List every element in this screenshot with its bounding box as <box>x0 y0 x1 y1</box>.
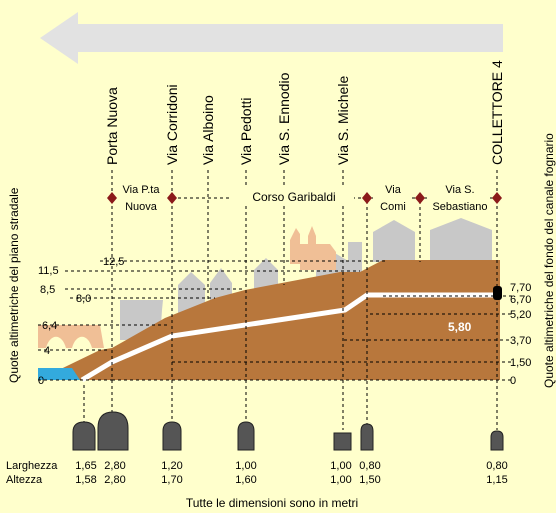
left-tick: 12,5 <box>103 256 124 268</box>
left-level-lines <box>38 260 388 381</box>
right-axis-ticks: 0 1,50 3,70 5,20 6,70 7,70 <box>510 282 531 387</box>
location-labels: Porta Nuova Via Corridoni Via Alboino Vi… <box>104 60 505 165</box>
marker-diamond-icon <box>492 192 502 204</box>
building <box>430 218 492 262</box>
dim-width: 2,80 <box>104 460 125 472</box>
right-tick: 7,70 <box>510 282 531 294</box>
right-tick: 1,50 <box>510 357 531 369</box>
dim-width: 1,00 <box>235 460 256 472</box>
bridge-silhouette <box>38 325 104 348</box>
dim-height: 1,70 <box>161 474 182 486</box>
marker-diamond-icon <box>362 192 372 204</box>
right-tick: 3,70 <box>510 335 531 347</box>
dim-height: 1,58 <box>75 474 96 486</box>
street-band: Via P.ta Nuova Corso Garibaldi Via Comi … <box>107 182 502 214</box>
culvert-section-icon <box>97 411 129 451</box>
dim-height: 1,15 <box>486 474 507 486</box>
dim-width: 1,20 <box>161 460 182 472</box>
left-arrow-icon <box>40 12 503 64</box>
footer-note: Tutte le dimensioni sono in metri <box>186 496 358 510</box>
left-axis-title: Quote altimetriche del piano stradale <box>7 187 21 383</box>
water-area <box>38 368 80 380</box>
right-tick: 5,20 <box>510 309 531 321</box>
culvert-section-icon <box>237 421 255 451</box>
dim-height: 2,80 <box>104 474 125 486</box>
marker-diamond-icon <box>415 192 425 204</box>
location-label-via-corridoni: Via Corridoni <box>164 84 180 165</box>
street-label-bg <box>118 182 168 214</box>
church-silhouette <box>290 226 336 270</box>
marker-diamond-icon <box>107 192 117 204</box>
dim-width: 1,00 <box>330 460 351 472</box>
street-label-via-porta-nuova-2: Nuova <box>125 201 158 213</box>
dim-width: 0,80 <box>359 460 380 472</box>
building <box>210 268 232 300</box>
culvert-section-icon <box>360 423 374 451</box>
street-label-via-porta-nuova: Via P.ta <box>123 184 161 196</box>
sewer-channel-line <box>80 292 500 383</box>
right-axis-title: Quote altimetriche del fondo del canale … <box>542 133 556 388</box>
street-label-bg <box>376 182 412 214</box>
location-label-via-s-michele: Via S. Michele <box>335 76 351 165</box>
culvert-section-icon <box>72 421 96 451</box>
dim-height: 1,50 <box>359 474 380 486</box>
dim-width: 0,80 <box>486 460 507 472</box>
right-tick: 0 <box>510 375 516 387</box>
building <box>373 220 415 262</box>
pipe-level-label: 5,80 <box>448 320 472 334</box>
street-label-corso-garibaldi: Corso Garibaldi <box>252 190 335 204</box>
marker-diamond-icon <box>167 192 177 204</box>
street-label-via-comi-2: Comi <box>380 201 406 213</box>
culvert-section-icon <box>490 430 504 451</box>
segment-markers <box>107 192 502 204</box>
width-row-label: Larghezza <box>6 460 58 472</box>
right-tick: 6,70 <box>510 294 531 306</box>
left-tick: 0 <box>38 375 44 387</box>
location-guide-lines <box>83 170 498 430</box>
street-label-bg <box>430 182 490 214</box>
location-label-via-alboino: Via Alboino <box>200 95 216 165</box>
building <box>178 272 205 315</box>
left-tick: 4 <box>44 345 50 357</box>
dimension-table: Larghezza Altezza 1,65 1,58 2,80 2,80 1,… <box>6 460 508 486</box>
location-label-via-pedotti: Via Pedotti <box>238 98 254 165</box>
dim-height: 1,00 <box>330 474 351 486</box>
left-tick: 8,5 <box>40 284 55 296</box>
dim-width: 1,65 <box>75 460 96 472</box>
building <box>254 258 278 290</box>
right-level-lines <box>112 295 512 381</box>
culvert-sections <box>72 411 504 451</box>
culvert-section-icon <box>162 421 182 451</box>
street-label-bg <box>232 188 354 206</box>
building <box>348 242 362 272</box>
location-label-collettore-4: COLLETTORE 4 <box>489 60 505 165</box>
location-label-porta-nuova: Porta Nuova <box>104 87 120 165</box>
left-axis-ticks: 0 4 6,4 8,0 8,5 11,5 12,5 <box>38 256 124 387</box>
street-label-via-s-sebastiano-2: Sebastiano <box>432 201 487 213</box>
dim-height: 1,60 <box>235 474 256 486</box>
height-row-label: Altezza <box>6 474 43 486</box>
street-label-via-comi: Via <box>385 184 402 196</box>
street-label-via-s-sebastiano: Via S. <box>445 184 474 196</box>
background-buildings <box>120 218 492 340</box>
culvert-section-icon <box>333 432 352 451</box>
left-tick: 8,0 <box>76 293 91 305</box>
location-label-via-s-ennodio: Via S. Ennodio <box>276 72 292 165</box>
left-tick: 6,4 <box>42 320 57 332</box>
left-tick: 11,5 <box>38 265 59 277</box>
